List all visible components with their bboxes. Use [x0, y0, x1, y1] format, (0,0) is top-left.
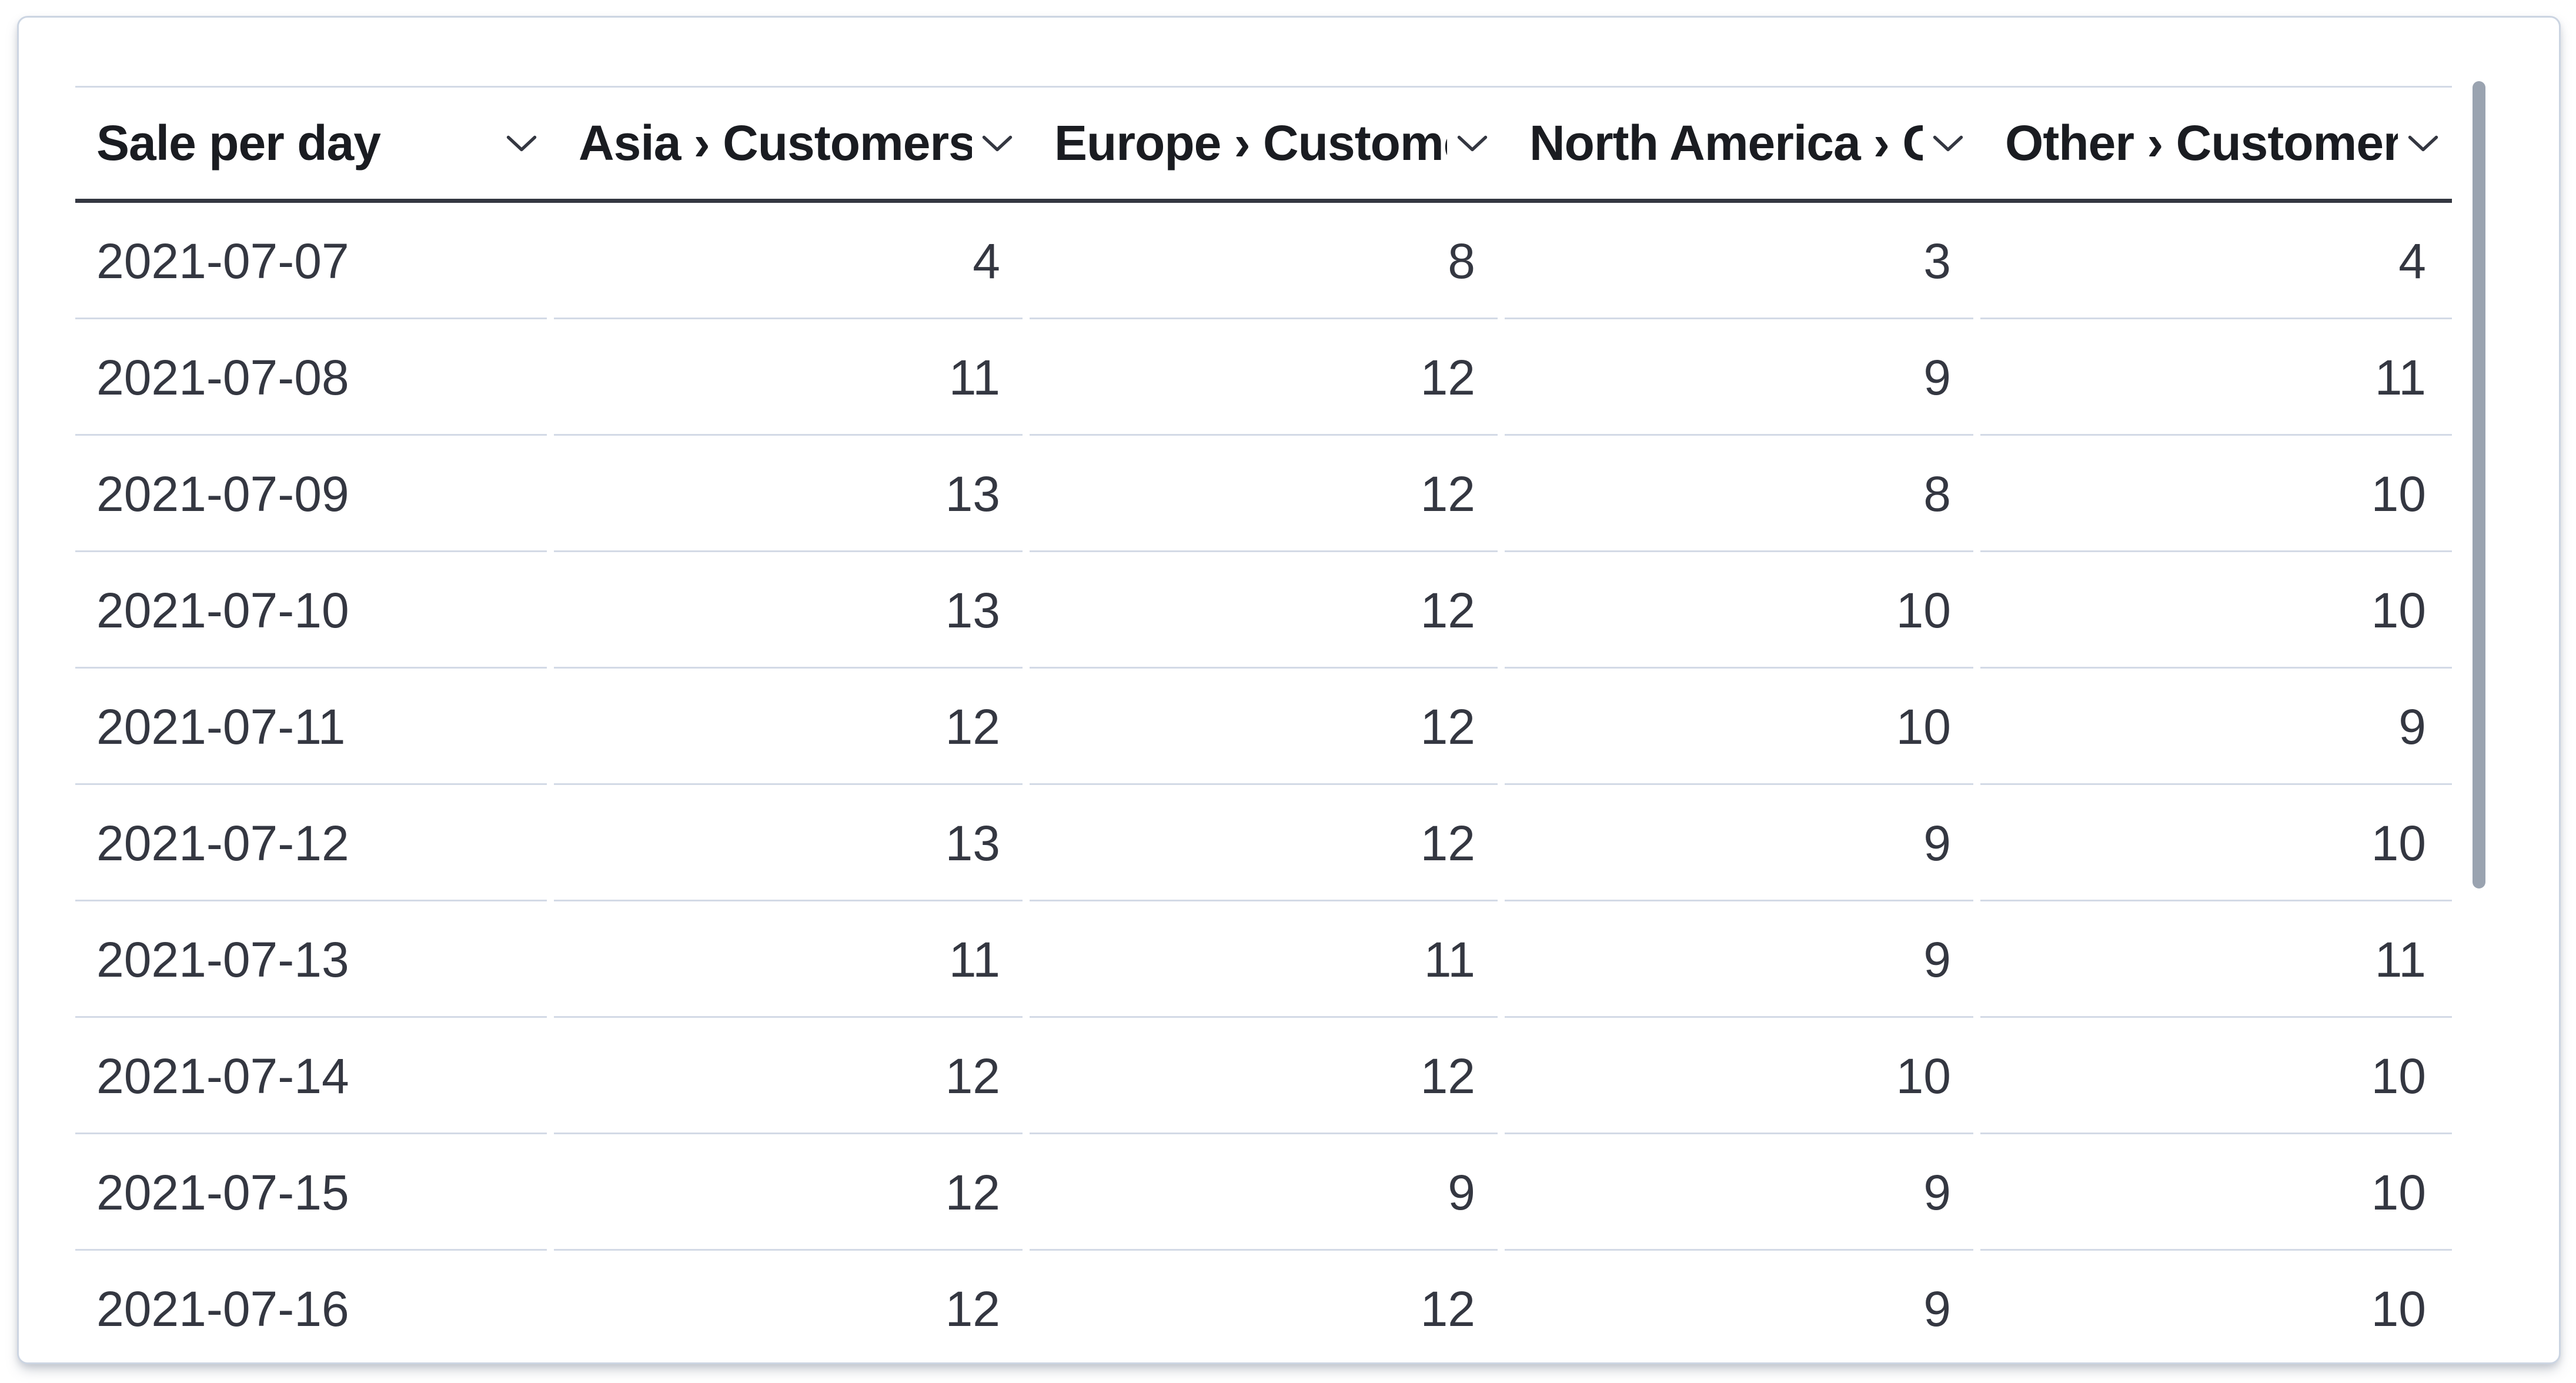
- table-body: 2021-07-07 4 8 3 4 2021-07-08 11 12 9 11 2021-07-0…: [75, 203, 2452, 1362]
- table-row: 2021-07-11 12 12 10 9: [75, 669, 2452, 785]
- value-cell: 12: [550, 1134, 1026, 1251]
- chevron-down-icon[interactable]: [2407, 134, 2439, 153]
- value-cell: 9: [1501, 901, 1977, 1018]
- value-cell: 9: [1501, 785, 1977, 901]
- value-cell: 9: [1501, 1134, 1977, 1251]
- date-cell: 2021-07-10: [75, 552, 550, 669]
- table-row: 2021-07-14 12 12 10 10: [75, 1018, 2452, 1134]
- value-cell: 10: [1977, 436, 2452, 552]
- column-header-label: Other › Customers: [2005, 115, 2398, 171]
- column-header-label: Asia › Customers: [579, 115, 972, 171]
- date-cell: 2021-07-07: [75, 203, 550, 319]
- value-cell: 12: [1026, 552, 1501, 669]
- value-cell: 10: [1977, 1134, 2452, 1251]
- value-cell: 12: [1026, 319, 1501, 436]
- value-cell: 13: [550, 785, 1026, 901]
- value-cell: 10: [1977, 1018, 2452, 1134]
- date-cell: 2021-07-08: [75, 319, 550, 436]
- value-cell: 3: [1501, 203, 1977, 319]
- column-header-4[interactable]: Other › Customers: [1977, 88, 2452, 199]
- column-header-2[interactable]: Europe › Customers: [1026, 88, 1501, 199]
- chevron-down-icon[interactable]: [506, 134, 537, 153]
- value-cell: 10: [1977, 552, 2452, 669]
- vertical-scrollbar-thumb[interactable]: [2473, 81, 2485, 888]
- date-cell: 2021-07-16: [75, 1251, 550, 1362]
- value-cell: 12: [1026, 785, 1501, 901]
- table-row: 2021-07-12 13 12 9 10: [75, 785, 2452, 901]
- table-row: 2021-07-13 11 11 9 11: [75, 901, 2452, 1018]
- table-row: 2021-07-16 12 12 9 10: [75, 1251, 2452, 1362]
- column-header-0[interactable]: Sale per day: [75, 88, 550, 199]
- date-cell: 2021-07-11: [75, 669, 550, 785]
- value-cell: 10: [1977, 1251, 2452, 1362]
- date-cell: 2021-07-13: [75, 901, 550, 1018]
- value-cell: 8: [1501, 436, 1977, 552]
- value-cell: 13: [550, 436, 1026, 552]
- value-cell: 11: [550, 319, 1026, 436]
- column-header-label: North America › Customers: [1529, 115, 1923, 171]
- table-panel: Sale per day Asia › Customers Europe › Cus…: [17, 16, 2561, 1364]
- value-cell: 12: [1026, 669, 1501, 785]
- column-header-1[interactable]: Asia › Customers: [550, 88, 1026, 199]
- value-cell: 11: [1026, 901, 1501, 1018]
- value-cell: 9: [1977, 669, 2452, 785]
- value-cell: 8: [1026, 203, 1501, 319]
- table-header-row: Sale per day Asia › Customers Europe › Cus…: [75, 86, 2452, 203]
- value-cell: 11: [550, 901, 1026, 1018]
- value-cell: 12: [550, 1251, 1026, 1362]
- chevron-down-icon[interactable]: [1456, 134, 1488, 153]
- value-cell: 12: [1026, 1251, 1501, 1362]
- date-cell: 2021-07-15: [75, 1134, 550, 1251]
- column-header-label: Europe › Customers: [1054, 115, 1447, 171]
- date-cell: 2021-07-14: [75, 1018, 550, 1134]
- value-cell: 10: [1501, 552, 1977, 669]
- value-cell: 13: [550, 552, 1026, 669]
- table-row: 2021-07-08 11 12 9 11: [75, 319, 2452, 436]
- data-table: Sale per day Asia › Customers Europe › Cus…: [75, 86, 2452, 1362]
- value-cell: 12: [550, 669, 1026, 785]
- column-header-label: Sale per day: [96, 115, 381, 171]
- value-cell: 10: [1501, 669, 1977, 785]
- value-cell: 12: [1026, 1018, 1501, 1134]
- column-header-3[interactable]: North America › Customers: [1501, 88, 1977, 199]
- chevron-down-icon[interactable]: [981, 134, 1013, 153]
- table-row: 2021-07-09 13 12 8 10: [75, 436, 2452, 552]
- value-cell: 11: [1977, 901, 2452, 1018]
- table-row: 2021-07-15 12 9 9 10: [75, 1134, 2452, 1251]
- table-row: 2021-07-10 13 12 10 10: [75, 552, 2452, 669]
- date-cell: 2021-07-12: [75, 785, 550, 901]
- value-cell: 9: [1026, 1134, 1501, 1251]
- value-cell: 4: [550, 203, 1026, 319]
- value-cell: 4: [1977, 203, 2452, 319]
- chevron-down-icon[interactable]: [1932, 134, 1964, 153]
- value-cell: 11: [1977, 319, 2452, 436]
- value-cell: 12: [550, 1018, 1026, 1134]
- value-cell: 10: [1977, 785, 2452, 901]
- value-cell: 9: [1501, 1251, 1977, 1362]
- value-cell: 12: [1026, 436, 1501, 552]
- value-cell: 10: [1501, 1018, 1977, 1134]
- date-cell: 2021-07-09: [75, 436, 550, 552]
- table-row: 2021-07-07 4 8 3 4: [75, 203, 2452, 319]
- value-cell: 9: [1501, 319, 1977, 436]
